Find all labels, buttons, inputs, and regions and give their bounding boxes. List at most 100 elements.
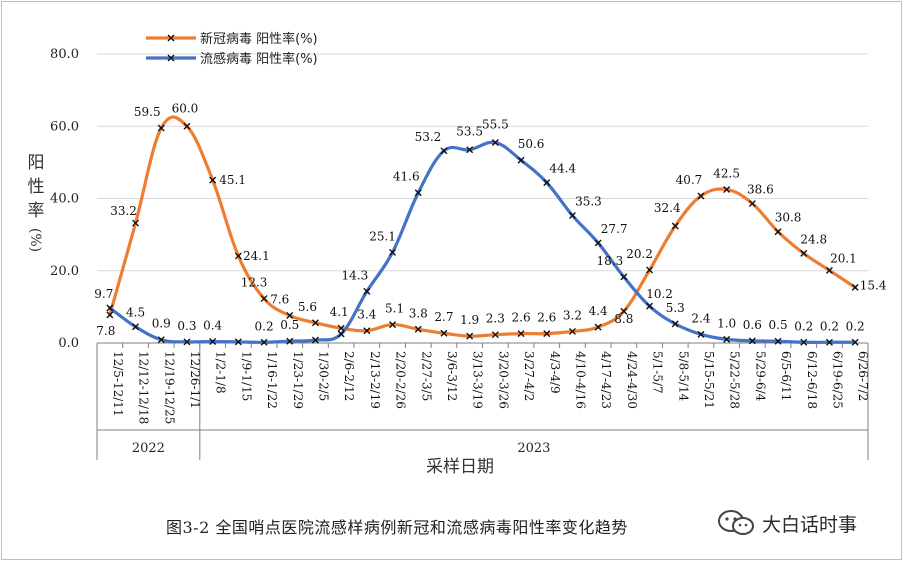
data-point-marker	[646, 302, 654, 310]
data-point-marker	[491, 331, 499, 339]
data-label: 4.5	[126, 306, 145, 320]
data-point-marker	[466, 332, 474, 340]
year-labels: 2022 2023	[132, 441, 551, 456]
data-label: 0.5	[280, 318, 299, 332]
data-point-marker	[517, 330, 525, 338]
data-point-marker	[594, 239, 602, 247]
x-category-label: 6/12-6/18	[805, 351, 819, 409]
x-category-label: 1/23-1/29	[291, 351, 305, 409]
data-point-marker	[466, 146, 474, 154]
data-point-marker	[825, 338, 833, 346]
data-point-marker	[286, 337, 294, 345]
data-label: 8.8	[614, 312, 633, 326]
data-label: 0.4	[203, 319, 222, 333]
data-point-marker	[132, 219, 140, 227]
x-category-label: 6/5-6/11	[779, 351, 793, 401]
data-point-marker	[851, 283, 859, 291]
data-label: 3.8	[409, 306, 428, 320]
data-label: 9.7	[94, 287, 113, 301]
x-category-label: 6/19-6/25	[830, 351, 844, 409]
data-point-marker	[234, 338, 242, 346]
y-tick-label: 80.0	[50, 47, 79, 62]
series-markers	[106, 122, 859, 346]
data-point-marker	[183, 338, 191, 346]
data-label: 0.2	[846, 319, 865, 333]
x-category-label: 4/3-4/9	[548, 351, 562, 394]
data-point-marker	[543, 330, 551, 338]
data-label: 27.7	[601, 222, 628, 236]
data-label: 0.2	[794, 319, 813, 333]
data-label: 12.3	[241, 276, 268, 290]
y-tick-label: 20.0	[50, 264, 79, 279]
y-tick-labels: 0.0 20.0 40.0 60.0 80.0	[50, 47, 79, 351]
x-category-label: 2/6-2/12	[342, 351, 356, 401]
data-label: 2.6	[512, 311, 531, 325]
data-label: 2.3	[486, 312, 505, 326]
data-label: 1.0	[717, 316, 736, 330]
data-point-marker	[800, 249, 808, 257]
x-category-label: 12/5-12/11	[111, 351, 125, 417]
data-label: 10.2	[646, 287, 673, 301]
data-label: 20.1	[830, 251, 857, 265]
data-label: 0.3	[177, 319, 196, 333]
x-category-label: 1/2-1/8	[214, 351, 228, 394]
x-category-label: 4/17-4/23	[599, 351, 613, 409]
data-label: 14.3	[341, 268, 368, 282]
data-point-marker	[825, 266, 833, 274]
legend-label: 流感病毒 阳性率(%)	[200, 51, 318, 67]
x-category-label: 3/6-3/12	[445, 351, 459, 401]
watermark: 大白话时事	[716, 508, 857, 538]
data-point-marker	[568, 211, 576, 219]
y-tick-label: 40.0	[50, 192, 79, 207]
data-point-marker	[337, 324, 345, 332]
x-category-label: 1/16-1/22	[265, 351, 279, 409]
data-point-marker	[697, 330, 705, 338]
data-point-marker	[260, 295, 268, 303]
x-category-label: 5/15-5/21	[702, 351, 716, 409]
data-point-marker	[337, 330, 345, 338]
x-category-label: 4/24-4/30	[625, 351, 639, 409]
data-label: 20.2	[626, 247, 653, 261]
data-label: 40.7	[676, 173, 703, 187]
data-point-marker	[774, 228, 782, 236]
data-label: 2.6	[537, 311, 556, 325]
data-label: 2.7	[434, 310, 453, 324]
year-label-2022: 2022	[132, 441, 165, 456]
data-point-marker	[800, 338, 808, 346]
data-point-marker	[748, 200, 756, 208]
data-point-marker	[183, 122, 191, 130]
y-tick-label: 60.0	[50, 119, 79, 134]
data-point-marker	[723, 185, 731, 193]
x-category-label: 3/13-3/19	[471, 351, 485, 409]
data-label: 50.6	[518, 137, 545, 151]
data-label: 1.9	[460, 313, 479, 327]
data-point-marker	[209, 338, 217, 346]
legend-marker	[167, 34, 175, 42]
x-category-label: 5/29-6/4	[753, 351, 767, 402]
x-category-label: 2/27-3/5	[419, 351, 433, 401]
data-label: 18.3	[596, 254, 623, 268]
data-label: 7.6	[270, 293, 289, 307]
data-point-marker	[260, 338, 268, 346]
data-point-marker	[286, 312, 294, 320]
year-label-2023: 2023	[517, 441, 550, 456]
y-label-unit: (%)	[27, 228, 43, 252]
data-label: 7.8	[96, 324, 115, 338]
x-category-label: 12/26-1/1	[188, 351, 202, 409]
data-point-marker	[517, 156, 525, 164]
data-label: 25.1	[369, 229, 396, 243]
data-label: 24.1	[243, 249, 270, 263]
y-tick-label: 0.0	[58, 336, 79, 351]
y-axis-label: 阳性率 (%)	[27, 153, 45, 252]
data-point-marker	[440, 329, 448, 337]
legend-label: 新冠病毒 阳性率(%)	[200, 31, 318, 47]
series-line-covid	[108, 115, 857, 338]
data-point-marker	[723, 335, 731, 343]
x-category-label: 3/27-4/2	[522, 351, 536, 401]
data-point-marker	[671, 320, 679, 328]
data-label: 0.2	[255, 319, 274, 333]
data-point-marker	[851, 338, 859, 346]
data-label: 30.8	[775, 211, 802, 225]
